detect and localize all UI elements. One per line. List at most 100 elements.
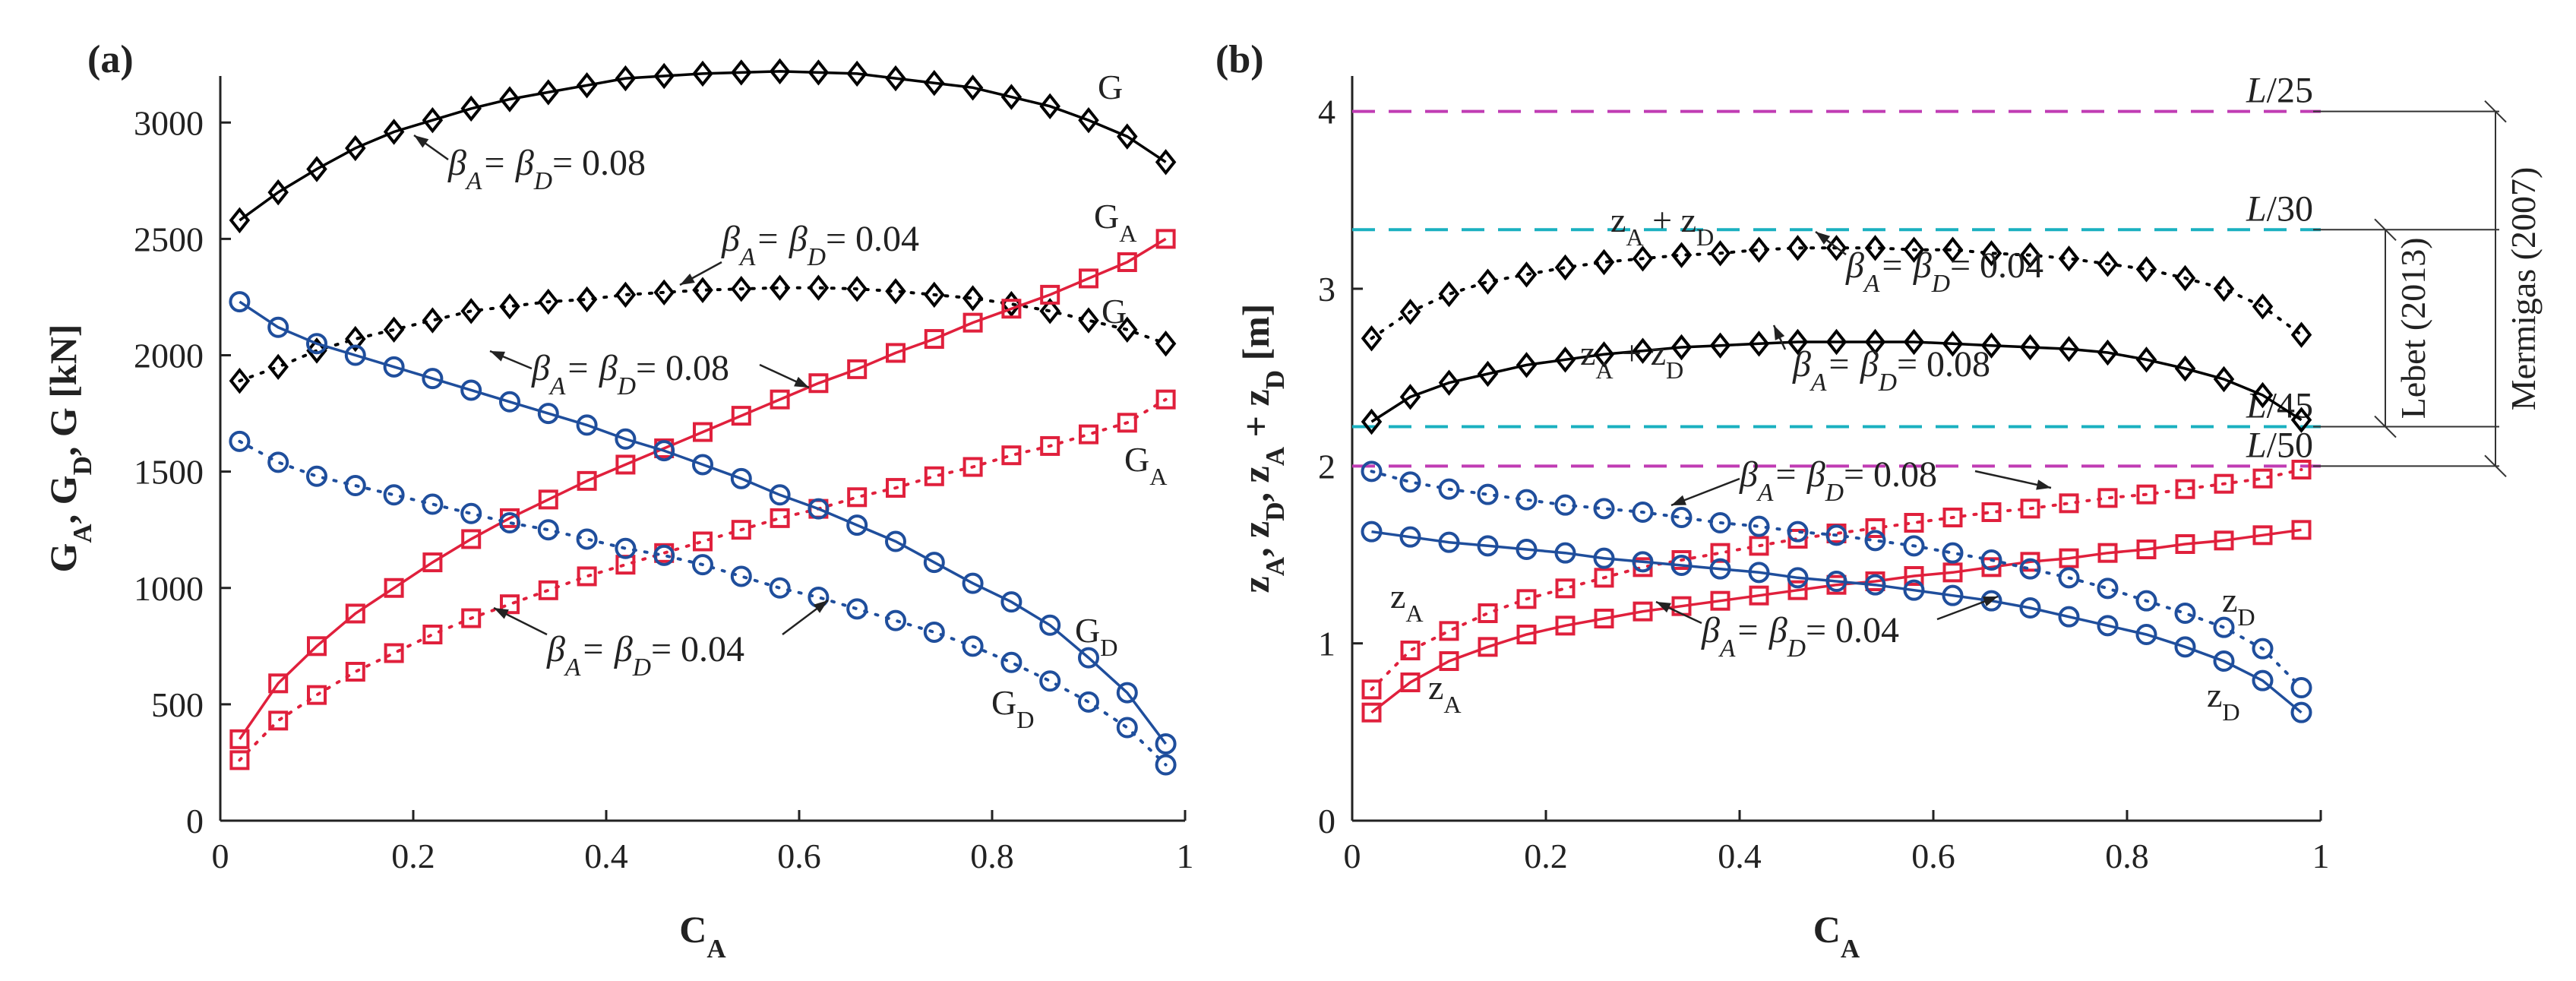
data-point [2252,293,2274,320]
series-line [238,237,1167,740]
data-point [2213,616,2235,638]
data-point [2213,366,2235,393]
x-tick-label: 0.4 [584,837,628,875]
data-point [1903,236,1925,263]
data-point [345,662,365,682]
data-point [1980,240,2002,267]
data-point [383,356,405,378]
data-point [2252,468,2273,489]
data-point [808,274,830,301]
series-label: zA [1390,577,1424,627]
x-tick-label: 0.6 [777,837,821,875]
y-tick-label: 0 [1318,802,1335,840]
data-point [808,373,829,394]
beta-annotation: βA= βD= 0.04 [721,219,919,271]
data-point [384,578,404,598]
data-point [500,594,520,615]
data-point [2135,256,2157,283]
data-point [808,59,830,86]
series-line [238,439,1168,767]
data-point [1942,542,1964,564]
data-point [2058,336,2080,362]
data-point [2097,615,2119,637]
data-point [1980,549,2002,571]
beta-annotation: βA= βD= 0.08 [1739,454,1937,507]
data-point [1477,360,1499,388]
data-point [1078,106,1099,134]
data-point [885,278,906,305]
data-point [962,74,984,101]
data-point [2252,525,2273,546]
annotation-arrowhead [813,600,828,613]
data-point [1477,268,1499,295]
data-point [1670,507,1693,528]
data-point [1117,252,1137,272]
data-point [1632,502,1654,523]
data-point [306,156,327,182]
data-point [2097,578,2119,600]
data-point [1864,574,1886,596]
data-point [1709,558,1731,580]
data-point [924,466,944,486]
data-point [693,422,713,442]
data-point [538,580,558,600]
data-point [1980,332,2002,359]
data-point [229,750,250,771]
data-point [1155,754,1177,776]
data-point [2175,534,2195,554]
data-point [1116,717,1138,739]
data-point [422,307,444,334]
reference-line-label: L/50 [2246,425,2313,465]
x-tick-label: 0.6 [1911,837,1955,875]
data-point [1787,328,1809,356]
data-point [962,572,984,594]
data-point [730,467,752,489]
data-point [1040,284,1060,305]
data-point [770,389,790,410]
series-line [1370,528,2302,714]
data-point [577,566,597,587]
data-point [2175,479,2195,499]
data-point [345,134,366,162]
data-point [1709,332,1731,359]
data-point [1903,328,1925,356]
x-tick-label: 0 [1344,837,1361,875]
data-point [1825,524,1847,546]
series-label: zA + zD [1610,201,1714,251]
data-point [1001,445,1022,466]
data-point [344,344,366,366]
data-point [731,520,751,540]
data-point [615,428,637,450]
data-point [2135,347,2157,373]
series-label: zA [1428,668,1462,718]
data-point [537,519,559,541]
data-point [1399,299,1421,325]
beta-annotation: βA= βD= 0.08 [1792,344,1990,397]
bracket-label: Mermigas (2007) [2504,167,2543,411]
data-point [1361,408,1383,435]
y-tick-label: 4 [1318,93,1335,131]
data-point [1749,585,1769,606]
annotation-arrowhead [414,135,429,148]
series-label: G [1098,68,1123,106]
data-point [692,554,713,576]
data-point [267,451,289,473]
y-tick-label: 1500 [134,453,204,492]
data-point [962,635,984,657]
annotation-arrowhead [794,376,809,388]
data-point [460,502,482,524]
data-point [2097,339,2119,366]
data-point [2290,701,2312,723]
data-point [2059,493,2079,514]
data-point [422,625,443,644]
beta-annotation: βA= βD= 0.04 [1701,610,1899,663]
data-point [846,60,868,87]
data-point [345,603,365,624]
data-point [268,710,289,731]
data-point [344,475,366,496]
panel-label: (a) [87,38,134,81]
data-point [267,316,289,338]
data-point [2135,624,2157,645]
data-point [1116,682,1138,704]
data-point [1554,542,1576,564]
